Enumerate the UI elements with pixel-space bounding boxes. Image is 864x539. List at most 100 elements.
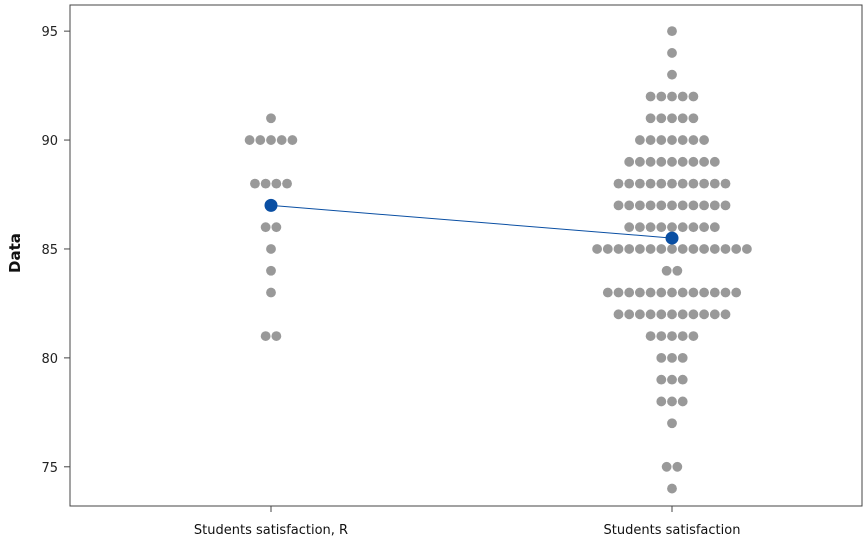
- data-point: [635, 244, 645, 254]
- data-point: [645, 113, 656, 124]
- data-point: [645, 156, 656, 167]
- data-point: [677, 331, 688, 341]
- data-point: [699, 244, 709, 254]
- x-category-label: Students satisfaction, R: [194, 523, 348, 538]
- data-point: [672, 265, 683, 276]
- data-point: [672, 461, 683, 472]
- data-point: [645, 178, 656, 189]
- data-point: [688, 287, 699, 298]
- mean-point: [264, 198, 278, 212]
- data-point: [656, 287, 667, 298]
- data-point: [592, 244, 602, 254]
- data-point: [742, 244, 752, 254]
- data-point: [688, 91, 699, 102]
- data-point: [667, 222, 677, 233]
- data-point: [656, 309, 667, 320]
- data-point: [645, 331, 656, 341]
- data-point: [667, 396, 677, 407]
- data-point: [699, 135, 709, 145]
- data-point: [667, 48, 677, 58]
- data-point: [656, 178, 667, 189]
- data-point: [720, 309, 731, 320]
- data-point: [667, 287, 677, 298]
- data-point: [656, 156, 667, 167]
- y-tick-label: 75: [41, 461, 58, 476]
- data-point: [677, 374, 688, 385]
- data-point: [602, 244, 613, 254]
- plot-border: [69, 4, 863, 507]
- data-point: [709, 244, 720, 254]
- x-category-label: Students satisfaction: [604, 523, 741, 538]
- data-point: [266, 244, 276, 254]
- data-point: [624, 287, 635, 298]
- data-point: [266, 287, 276, 298]
- y-tick-label: 95: [41, 25, 58, 40]
- data-point: [709, 178, 720, 189]
- data-point: [635, 156, 645, 167]
- data-point: [699, 156, 709, 167]
- data-point: [709, 222, 720, 233]
- x-axis: Students satisfaction, R Students satisfa…: [194, 506, 741, 538]
- mean-line: [270, 204, 673, 239]
- data-point: [677, 178, 688, 189]
- data-point: [667, 69, 677, 80]
- data-point: [656, 113, 667, 124]
- data-point: [645, 244, 656, 254]
- data-point: [688, 244, 699, 254]
- data-point: [635, 309, 645, 320]
- data-point: [688, 200, 699, 211]
- data-point: [656, 222, 667, 233]
- data-point: [624, 156, 635, 167]
- data-point: [699, 287, 709, 298]
- data-point: [688, 135, 699, 145]
- data-point: [635, 135, 645, 145]
- data-point: [624, 309, 635, 320]
- data-point: [677, 200, 688, 211]
- data-point: [677, 309, 688, 320]
- data-point: [645, 222, 656, 233]
- data-point: [661, 461, 672, 472]
- data-point: [244, 135, 255, 145]
- data-point: [667, 156, 677, 167]
- data-point: [699, 200, 709, 211]
- data-point: [656, 91, 667, 102]
- data-point: [677, 287, 688, 298]
- data-point: [287, 135, 298, 145]
- data-point: [656, 135, 667, 145]
- data-point: [656, 374, 667, 385]
- data-point: [624, 244, 635, 254]
- data-point: [656, 244, 667, 254]
- data-point: [260, 331, 271, 341]
- data-point: [688, 222, 699, 233]
- data-point: [260, 222, 271, 233]
- data-point: [656, 396, 667, 407]
- data-point: [602, 287, 613, 298]
- data-point: [656, 200, 667, 211]
- data-point: [667, 374, 677, 385]
- plot-frame: [69, 4, 863, 507]
- data-point: [613, 287, 624, 298]
- data-point: [282, 178, 292, 189]
- y-tick-label: 80: [41, 352, 58, 367]
- data-points: [244, 26, 752, 494]
- data-point: [613, 200, 624, 211]
- mean-point: [665, 231, 679, 245]
- data-point: [624, 178, 635, 189]
- y-axis: 75 80 85 90 95: [41, 25, 70, 476]
- data-point: [661, 265, 672, 276]
- data-point: [709, 309, 720, 320]
- data-point: [677, 91, 688, 102]
- data-point: [667, 113, 677, 124]
- data-point: [699, 222, 709, 233]
- data-point: [677, 396, 688, 407]
- data-point: [720, 200, 731, 211]
- data-point: [271, 331, 282, 341]
- data-point: [688, 331, 699, 341]
- data-point: [688, 178, 699, 189]
- data-point: [688, 113, 699, 124]
- data-point: [645, 287, 656, 298]
- data-point: [266, 265, 276, 276]
- data-point: [667, 331, 677, 341]
- data-point: [677, 156, 688, 167]
- data-point: [677, 135, 688, 145]
